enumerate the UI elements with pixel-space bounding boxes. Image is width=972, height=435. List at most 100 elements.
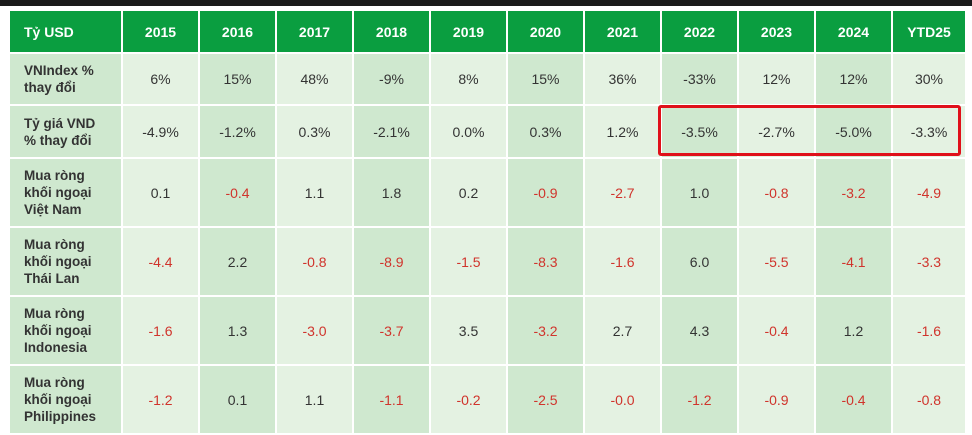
table-cell: 15% xyxy=(508,54,583,104)
table-cell: -1.1 xyxy=(354,366,429,433)
table-cell: -5.5 xyxy=(739,228,814,295)
table-cell: -3.5% xyxy=(662,106,737,157)
table-cell: -4.4 xyxy=(123,228,198,295)
table-cell: -0.8 xyxy=(277,228,352,295)
table-cell: -0.9 xyxy=(508,159,583,226)
table-cell: 36% xyxy=(585,54,660,104)
row-label: VNIndex % thay đổi xyxy=(10,54,121,104)
table-cell: -3.2 xyxy=(816,159,891,226)
table-cell: 4.3 xyxy=(662,297,737,364)
row-label-line: Mua ròng xyxy=(24,375,85,390)
table-row: Mua ròng khối ngoại Philippines -1.2 0.1 1.1-… xyxy=(10,366,965,433)
row-label-line: khối ngoại xyxy=(24,185,92,200)
row-label-line: thay đổi xyxy=(24,80,76,95)
table-cell: -0.8 xyxy=(893,366,965,433)
row-label-line: Việt Nam xyxy=(24,202,82,217)
row-label-line: khối ngoại xyxy=(24,254,92,269)
table-cell: 1.1 xyxy=(277,159,352,226)
row-label-line: Tỷ giá VND xyxy=(24,115,96,131)
table-cell: -0.4 xyxy=(200,159,275,226)
table-row: Mua ròng khối ngoại Indonesia -1.6 1.3 -3.0 -3… xyxy=(10,297,965,364)
column-header: 2023 xyxy=(739,11,814,52)
column-header: 2017 xyxy=(277,11,352,52)
header-label: Tỷ USD xyxy=(10,11,121,52)
column-header: YTD25 xyxy=(893,11,965,52)
table-cell: -9% xyxy=(354,54,429,104)
table-cell: -1.2% xyxy=(200,106,275,157)
top-rule xyxy=(0,0,972,6)
table-cell: -1.2 xyxy=(662,366,737,433)
column-header: 2022 xyxy=(662,11,737,52)
table-cell: -3.3 xyxy=(893,228,965,295)
column-header: 2019 xyxy=(431,11,506,52)
row-label-line: Thái Lan xyxy=(24,271,80,286)
table-cell: -0.4 xyxy=(739,297,814,364)
table-cell: 0.3% xyxy=(508,106,583,157)
table-row: Mua ròng khối ngoại Việt Nam 0.1 -0.4 1.1 1.8 0… xyxy=(10,159,965,226)
table-cell: 30% xyxy=(893,54,965,104)
column-header: 2024 xyxy=(816,11,891,52)
table-cell: 2.2 xyxy=(200,228,275,295)
table-cell: -0.2 xyxy=(431,366,506,433)
table-cell: -3.2 xyxy=(508,297,583,364)
table-row: VNIndex % thay đổi 6% 15% 48% -9% 8% 15% 36% -33%… xyxy=(10,54,965,104)
table-cell: 6% xyxy=(123,54,198,104)
table-cell: 1.2% xyxy=(585,106,660,157)
table-cell: 15% xyxy=(200,54,275,104)
row-label-line: % thay đổi xyxy=(24,132,92,148)
table-cell: -33% xyxy=(662,54,737,104)
table-cell: -2.1% xyxy=(354,106,429,157)
table-cell: 12% xyxy=(816,54,891,104)
row-label-line: Philippines xyxy=(24,409,97,424)
row-label: Mua ròng khối ngoại Indonesia xyxy=(10,297,121,364)
table-cell: -0.8 xyxy=(739,159,814,226)
row-label: Mua ròng khối ngoại Việt Nam xyxy=(10,159,121,226)
table-cell: 1.3 xyxy=(200,297,275,364)
table-cell: -2.5 xyxy=(508,366,583,433)
column-header: 2016 xyxy=(200,11,275,52)
table-cell: -3.3% xyxy=(893,106,965,157)
table-cell: 12% xyxy=(739,54,814,104)
column-header: 2018 xyxy=(354,11,429,52)
table-cell: 48% xyxy=(277,54,352,104)
row-label: Mua ròng khối ngoại Philippines xyxy=(10,366,121,433)
row-label-line: Indonesia xyxy=(24,340,88,355)
table-cell: 0.2 xyxy=(431,159,506,226)
table-row: Mua ròng khối ngoại Thái Lan -4.4 2.2 -0.8 -8.… xyxy=(10,228,965,295)
table-cell: -1.2 xyxy=(123,366,198,433)
table-cell: 1.2 xyxy=(816,297,891,364)
row-label-line: VNIndex % xyxy=(24,63,94,78)
table-cell: -8.3 xyxy=(508,228,583,295)
table-cell: 6.0 xyxy=(662,228,737,295)
column-header: 2015 xyxy=(123,11,198,52)
table-cell: -1.6 xyxy=(585,228,660,295)
table-cell: -4.9% xyxy=(123,106,198,157)
row-label-line: Mua ròng xyxy=(24,306,85,321)
row-label: Mua ròng khối ngoại Thái Lan xyxy=(10,228,121,295)
table-cell: 8% xyxy=(431,54,506,104)
table-cell: -0.9 xyxy=(739,366,814,433)
row-label-line: khối ngoại xyxy=(24,323,92,338)
table-cell: 2.7 xyxy=(585,297,660,364)
table-cell: 0.1 xyxy=(200,366,275,433)
table-cell: 1.0 xyxy=(662,159,737,226)
table-cell: -8.9 xyxy=(354,228,429,295)
table-cell: -0.4 xyxy=(816,366,891,433)
row-label-line: khối ngoại xyxy=(24,392,92,407)
table-cell: -2.7 xyxy=(585,159,660,226)
table-cell: -5.0% xyxy=(816,106,891,157)
column-header: 2021 xyxy=(585,11,660,52)
table-row: Tỷ giá VND% thay đổi -4.9% -1.2% 0.3% -2.1% 0… xyxy=(10,106,965,157)
table-cell: 0.3% xyxy=(277,106,352,157)
table-cell: -1.6 xyxy=(893,297,965,364)
table-body: VNIndex % thay đổi 6% 15% 48% -9% 8% 15% 36% -33%… xyxy=(10,54,965,433)
row-label: Tỷ giá VND% thay đổi xyxy=(10,106,121,157)
table-cell: 0.0% xyxy=(431,106,506,157)
table-cell: -1.6 xyxy=(123,297,198,364)
table-cell: -4.1 xyxy=(816,228,891,295)
table-cell: -3.0 xyxy=(277,297,352,364)
row-label-line: Mua ròng xyxy=(24,168,85,183)
table-cell: -0.0 xyxy=(585,366,660,433)
table-cell: -3.7 xyxy=(354,297,429,364)
column-header: 2020 xyxy=(508,11,583,52)
